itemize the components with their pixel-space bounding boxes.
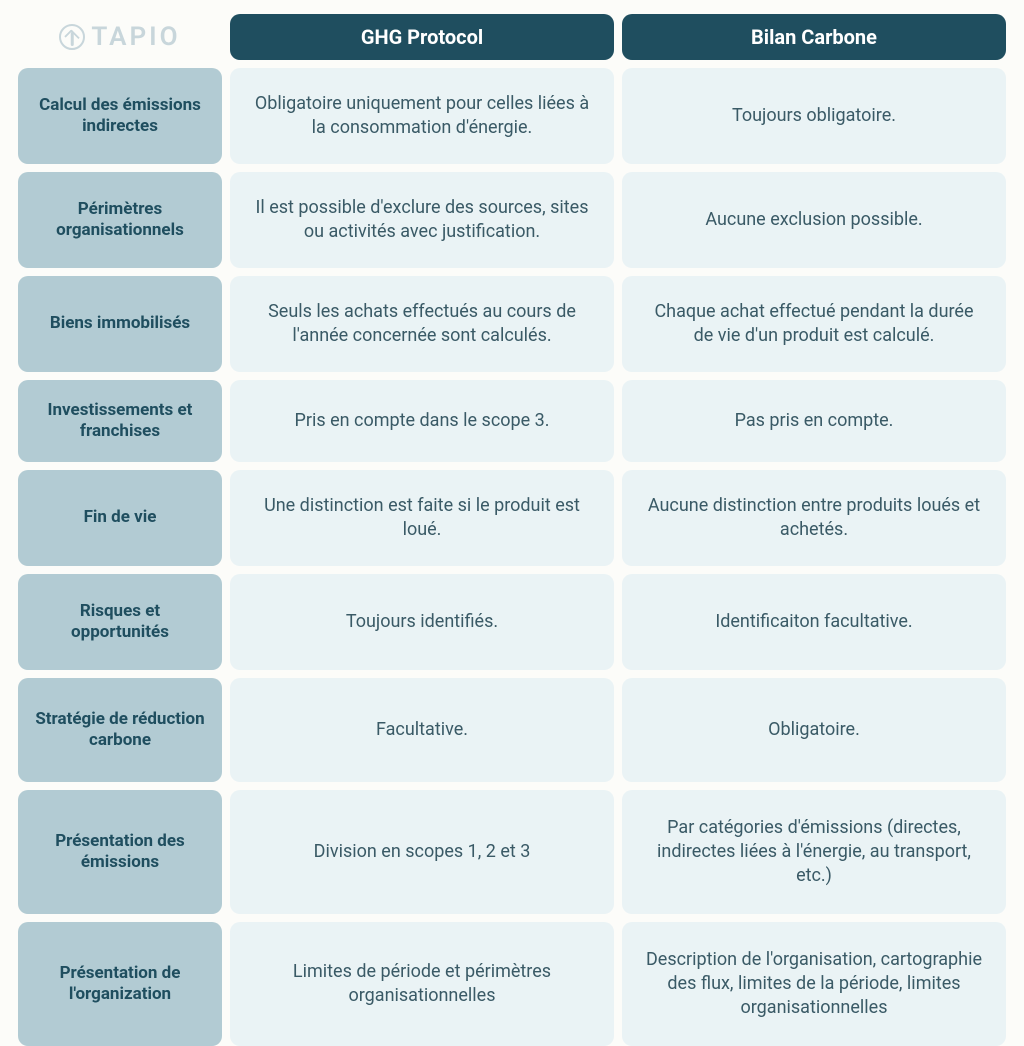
- row-header: Présentation des émissions: [18, 790, 222, 914]
- column-header-bilan: Bilan Carbone: [622, 14, 1006, 60]
- brand-name: TAPIO: [91, 22, 180, 52]
- table-cell: Identificaiton facultative.: [622, 574, 1006, 670]
- table-cell: Obligatoire uniquement pour celles liées…: [230, 68, 614, 164]
- table-cell: Il est possible d'exclure des sources, s…: [230, 172, 614, 268]
- table-cell: Chaque achat effectué pendant la durée d…: [622, 276, 1006, 372]
- table-cell: Seuls les achats effectués au cours de l…: [230, 276, 614, 372]
- table-cell: Description de l'organisation, cartograp…: [622, 922, 1006, 1046]
- row-header: Investissements et franchises: [18, 380, 222, 462]
- table-cell: Facultative.: [230, 678, 614, 782]
- row-header: Périmètres organisationnels: [18, 172, 222, 268]
- row-header: Stratégie de réduction carbone: [18, 678, 222, 782]
- comparison-table: TAPIO GHG Protocol Bilan Carbone Calcul …: [18, 14, 1006, 1046]
- table-cell: Aucune distinction entre produits loués …: [622, 470, 1006, 566]
- row-header: Présentation de l'organization: [18, 922, 222, 1046]
- row-header: Fin de vie: [18, 470, 222, 566]
- table-cell: Limites de période et périmètres organis…: [230, 922, 614, 1046]
- table-cell: Division en scopes 1, 2 et 3: [230, 790, 614, 914]
- table-cell: Obligatoire.: [622, 678, 1006, 782]
- tree-circle-icon: [59, 24, 85, 50]
- row-header: Calcul des émissions indirectes: [18, 68, 222, 164]
- table-cell: Toujours obligatoire.: [622, 68, 1006, 164]
- row-header: Risques et opportunités: [18, 574, 222, 670]
- row-header: Biens immobilisés: [18, 276, 222, 372]
- table-cell: Pas pris en compte.: [622, 380, 1006, 462]
- table-cell: Aucune exclusion possible.: [622, 172, 1006, 268]
- brand-logo: TAPIO: [18, 14, 222, 60]
- table-cell: Pris en compte dans le scope 3.: [230, 380, 614, 462]
- column-header-ghg: GHG Protocol: [230, 14, 614, 60]
- table-cell: Toujours identifiés.: [230, 574, 614, 670]
- table-cell: Par catégories d'émissions (directes, in…: [622, 790, 1006, 914]
- table-cell: Une distinction est faite si le produit …: [230, 470, 614, 566]
